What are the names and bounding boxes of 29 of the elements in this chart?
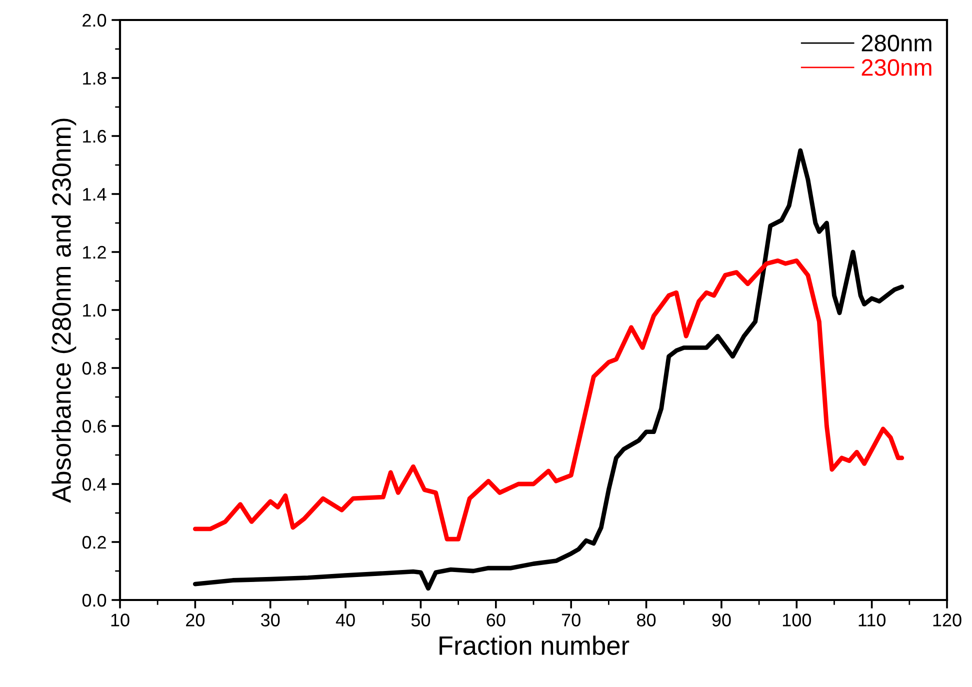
x-tick-label: 100 bbox=[782, 614, 811, 626]
x-tick-label: 40 bbox=[336, 614, 355, 626]
x-tick-label: 20 bbox=[186, 614, 205, 626]
y-tick-label: 1.2 bbox=[83, 246, 106, 259]
x-tick-label: 90 bbox=[712, 614, 731, 626]
y-tick-label: 0.2 bbox=[82, 536, 106, 549]
x-tick-label: 60 bbox=[486, 614, 506, 626]
y-tick-label: 0.6 bbox=[82, 420, 106, 433]
line-series bbox=[192, 148, 904, 591]
x-tick-label: 110 bbox=[858, 614, 886, 626]
y-tick-label: 1.6 bbox=[83, 130, 106, 143]
legend-label: 280nm bbox=[862, 34, 932, 52]
y-tick-label: 1.0 bbox=[83, 304, 106, 317]
legend-label: 230nm bbox=[862, 59, 932, 76]
x-tick-label: 70 bbox=[562, 614, 580, 626]
x-tick-label: 10 bbox=[111, 614, 130, 626]
x-tick-label: 30 bbox=[261, 614, 280, 626]
x-tick-label: 120 bbox=[933, 614, 962, 626]
y-tick-label: 1.4 bbox=[83, 188, 106, 201]
y-tick-label: 0.0 bbox=[82, 594, 106, 607]
y-axis-title: Absorbance (280nm and 230nm) bbox=[52, 118, 76, 503]
x-tick-label: 80 bbox=[637, 614, 656, 626]
x-tick-label: 50 bbox=[411, 614, 430, 626]
y-tick-label: 2.0 bbox=[82, 14, 106, 27]
y-tick-label: 0.4 bbox=[82, 478, 106, 491]
y-tick-label: 1.8 bbox=[83, 72, 106, 85]
y-tick-label: 0.8 bbox=[82, 362, 106, 375]
line-series bbox=[192, 258, 904, 542]
x-axis-title: Fraction number bbox=[440, 636, 630, 655]
